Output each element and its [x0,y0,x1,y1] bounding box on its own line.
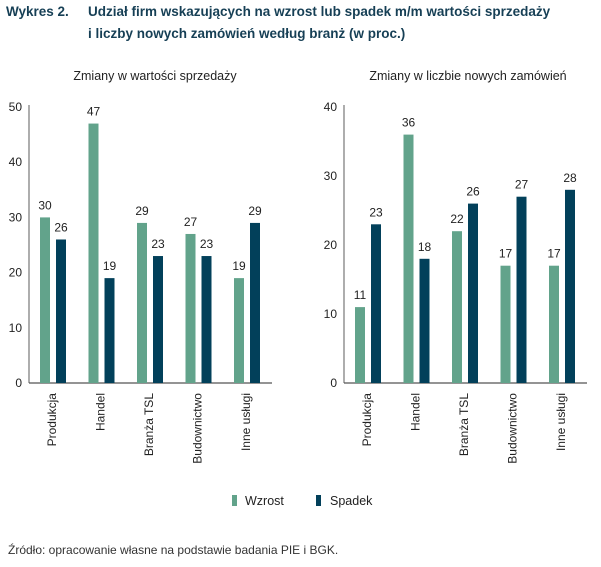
y-tick-label: 20 [9,266,23,280]
data-label: 17 [547,247,561,261]
data-label: 18 [418,240,432,254]
bar-wzrost [355,307,365,383]
y-tick-label: 40 [9,155,23,169]
bar-spadek [565,189,575,383]
figure-title-line-1: Udział firm wskazujących na wzrost lub s… [88,4,551,19]
x-tick-label: Inne usługi [554,393,568,451]
legend: Wzrost Spadek [232,494,373,508]
data-label: 11 [354,288,367,302]
y-tick-label: 40 [324,100,338,114]
bar-wzrost [234,278,244,383]
bar-spadek [56,239,66,383]
data-label: 23 [151,237,165,251]
data-label: 28 [563,171,577,185]
figure-title-line-2: i liczby nowych zamówień według branż (w… [88,26,406,41]
x-tick-label: Handel [409,393,423,431]
bar-wzrost [185,233,196,383]
y-tick-label: 0 [330,376,337,390]
x-tick-label: Handel [94,393,108,431]
data-label: 23 [369,205,383,219]
figure-number: Wykres 2. [6,4,69,19]
x-tick-label: Inne usługi [239,393,253,451]
x-tick-label: Budownictwo [506,393,520,464]
legend-label-wzrost: Wzrost [245,494,284,508]
data-label: 23 [200,237,214,251]
source-note: Źródło: opracowanie własne na podstawie … [8,543,339,557]
data-label: 47 [87,105,101,119]
bar-wzrost [403,134,414,383]
data-label: 29 [135,204,149,218]
bar-wzrost [40,217,50,383]
y-tick-label: 30 [324,169,338,183]
bar-wzrost [452,231,462,383]
y-tick-label: 20 [324,238,338,252]
legend-swatch-spadek [316,495,321,506]
bar-wzrost [137,222,147,383]
data-label: 36 [402,116,416,130]
bar-spadek [201,256,212,383]
y-tick-label: 30 [9,210,23,224]
data-label: 17 [499,247,513,261]
data-label: 19 [232,259,246,273]
data-label: 30 [38,198,52,212]
legend-label-spadek: Spadek [330,494,373,508]
data-label: 19 [103,259,117,273]
bar-spadek [250,222,260,383]
x-tick-label: Budownictwo [191,393,205,464]
bar-wzrost [549,265,559,383]
data-label: 26 [54,220,68,234]
chart-title: Zmiany w wartości sprzedaży [73,69,237,83]
x-tick-label: Branża TSL [142,393,156,456]
x-tick-label: Produkcja [360,393,374,447]
data-label: 26 [466,185,480,199]
chart-new-orders: Zmiany w liczbie nowych zamówień 0 10 20 30 4… [324,69,587,464]
data-label: 22 [450,212,464,226]
bar-wzrost [88,123,99,383]
bar-spadek [104,278,115,383]
bar-spadek [468,203,478,383]
data-label: 27 [515,178,529,192]
bar-wzrost [500,265,511,383]
bar-spadek [419,258,430,383]
y-tick-label: 10 [324,307,338,321]
x-tick-label: Produkcja [45,393,59,447]
data-label: 27 [184,215,198,229]
data-label: 29 [248,204,262,218]
y-tick-label: 0 [15,376,22,390]
chart-sales-value: Zmiany w wartości sprzedaży 0 10 20 30 40 50 30… [9,69,272,464]
legend-swatch-wzrost [232,495,237,506]
chart-title: Zmiany w liczbie nowych zamówień [369,69,566,83]
bar-spadek [371,224,381,383]
y-tick-label: 10 [9,321,23,335]
x-tick-label: Branża TSL [457,393,471,456]
bar-spadek [153,256,163,383]
y-tick-label: 50 [9,100,23,114]
bar-spadek [516,196,527,383]
